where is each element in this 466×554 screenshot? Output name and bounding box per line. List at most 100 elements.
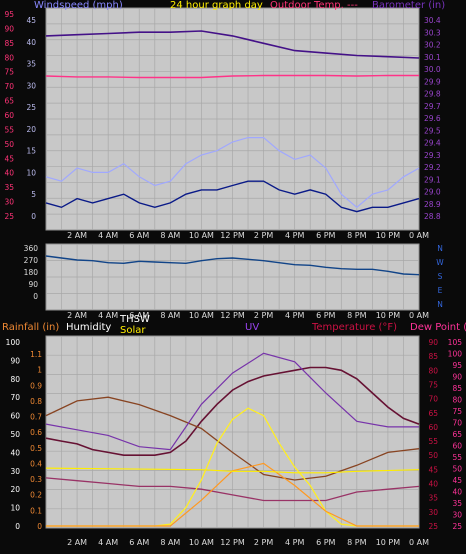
chart-series <box>45 30 420 527</box>
chart-axes: 2 AM 4 AM 6 AM 8 AM 10 AM 12 PM 2 PM 4 PM 6 PM 8 … <box>4 10 462 547</box>
temperature-axis-tick: 85 <box>428 352 438 361</box>
wind-gust-line <box>45 137 420 209</box>
x-tick-label: 10 AM <box>189 538 214 547</box>
humidity-axis-tick: 10 <box>10 504 20 513</box>
x-tick-label: 12 PM <box>220 311 245 320</box>
rainfall-label: Rainfall (in) <box>2 322 59 333</box>
barometer-in-line <box>45 30 420 59</box>
barometer-axis-tick: 28.8 <box>424 212 441 221</box>
middle-grid <box>46 244 419 310</box>
rain-axis-tick: 1.1 <box>30 350 42 359</box>
x-tick-label: 10 PM <box>376 311 401 320</box>
thsw-axis-tick: 45 <box>452 476 462 485</box>
outdoor-axis-tick: 90 <box>4 24 14 33</box>
thsw-axis-tick: 85 <box>452 384 462 393</box>
x-tick-label: 10 PM <box>376 231 401 240</box>
x-tick-label: 6 PM <box>316 538 335 547</box>
outdoor-temp-label: Outdoor Temp. --- <box>270 0 358 11</box>
x-tick-label: 10 AM <box>189 311 214 320</box>
temperature-axis-tick: 55 <box>428 437 438 446</box>
thsw-axis-tick: 100 <box>448 350 463 359</box>
humidity-axis-tick: 40 <box>10 448 20 457</box>
compass-tick: N <box>437 244 443 253</box>
humidity-axis-tick: 80 <box>10 375 20 384</box>
wind-axis-tick: 30 <box>26 81 36 90</box>
temperature-axis-tick: 70 <box>428 395 438 404</box>
thsw-axis-tick: 50 <box>452 465 462 474</box>
x-tick-label: 8 PM <box>347 538 366 547</box>
thsw-label: THSW <box>119 314 150 325</box>
barometer-axis-tick: 29.3 <box>424 151 441 160</box>
barometer-axis-tick: 29.1 <box>424 175 441 184</box>
x-tick-label: 4 AM <box>98 538 118 547</box>
x-tick-label: 4 PM <box>285 231 304 240</box>
thsw-axis-tick: 30 <box>452 511 462 520</box>
barometer-axis-tick: 28.9 <box>424 200 441 209</box>
barometer-axis-tick: 29.9 <box>424 77 441 86</box>
x-tick-label: 0 AM <box>409 231 429 240</box>
x-tick-label: 8 PM <box>347 231 366 240</box>
wind-axis-tick: 40 <box>26 38 36 47</box>
rain-axis-tick: 0.9 <box>30 381 42 390</box>
x-tick-label: 2 PM <box>254 538 273 547</box>
humidity-axis-tick: 30 <box>10 467 20 476</box>
temperature-label: Temperature (°F) <box>311 322 397 333</box>
thsw-axis-tick: 105 <box>448 338 463 347</box>
compass-tick: N <box>437 300 443 309</box>
rain-axis-tick: 0.2 <box>30 491 42 500</box>
humidity-label: Humidity <box>66 322 111 333</box>
x-tick-label: 2 PM <box>254 311 273 320</box>
thsw-axis-tick: 40 <box>452 488 462 497</box>
humidity-axis-tick: 70 <box>10 393 20 402</box>
wind-axis-tick: 15 <box>26 147 36 156</box>
direction-axis-tick: 270 <box>24 256 39 265</box>
temperature-axis-tick: 25 <box>428 522 438 531</box>
temperature-f-line <box>45 366 420 456</box>
wind-axis-tick: 20 <box>26 125 36 134</box>
x-tick-label: 4 AM <box>98 311 118 320</box>
thsw-axis-tick: 25 <box>452 522 462 531</box>
rain-axis-tick: 0.5 <box>30 444 42 453</box>
rain-axis-tick: 0.4 <box>30 459 42 468</box>
x-tick-label: 8 PM <box>347 311 366 320</box>
outdoor-axis-tick: 45 <box>4 154 14 163</box>
x-tick-label: 12 PM <box>220 231 245 240</box>
wind-axis-tick: 5 <box>31 190 36 199</box>
temperature-axis-tick: 45 <box>428 465 438 474</box>
x-tick-label: 8 AM <box>160 538 180 547</box>
direction-axis-tick: 0 <box>33 292 38 301</box>
outdoor-axis-tick: 60 <box>4 111 14 120</box>
x-tick-label: 2 PM <box>254 231 273 240</box>
rain-axis-tick: 0.7 <box>30 413 42 422</box>
barometer-axis-tick: 29.7 <box>424 102 441 111</box>
dew-point-label: Dew Point (°F) <box>410 322 466 333</box>
barometer-axis-tick: 30.3 <box>424 28 441 37</box>
windspeed-label: Windspeed (mph) <box>34 0 123 11</box>
wind-axis-tick: 25 <box>26 103 36 112</box>
x-tick-label: 6 PM <box>316 311 335 320</box>
rain-axis-tick: 0.8 <box>30 397 42 406</box>
humidity-line <box>45 396 420 481</box>
rain-axis-tick: 1 <box>37 366 42 375</box>
barometer-axis-tick: 29.0 <box>424 188 441 197</box>
wind-axis-tick: 0 <box>31 212 36 221</box>
x-tick-label: 6 PM <box>316 231 335 240</box>
thsw-axis-tick: 75 <box>452 407 462 416</box>
outdoor-axis-tick: 50 <box>4 140 14 149</box>
rain-axis-tick: 0.1 <box>30 506 42 515</box>
humidity-axis-tick: 90 <box>10 356 20 365</box>
title-label: 24 hour graph day <box>170 0 263 11</box>
barometer-axis-tick: 30.0 <box>424 65 441 74</box>
x-tick-label: 6 AM <box>129 538 149 547</box>
outdoor-axis-tick: 70 <box>4 82 14 91</box>
wind-axis-tick: 10 <box>26 168 36 177</box>
barometer-axis-tick: 29.5 <box>424 126 441 135</box>
outdoor-temp-line <box>45 74 419 79</box>
x-tick-label: 10 AM <box>189 231 214 240</box>
barometer-axis-tick: 29.6 <box>424 114 441 123</box>
uv-line <box>46 462 419 527</box>
x-tick-label: 0 AM <box>409 538 429 547</box>
wind-axis-tick: 35 <box>26 60 36 69</box>
humidity-axis-tick: 60 <box>10 412 20 421</box>
